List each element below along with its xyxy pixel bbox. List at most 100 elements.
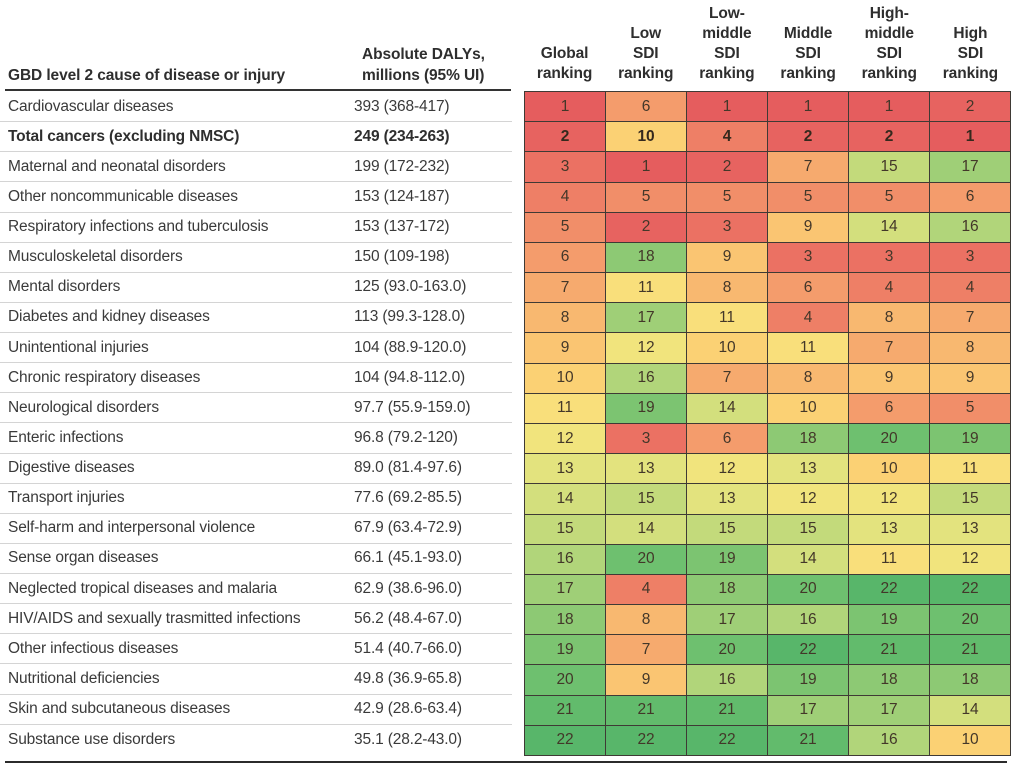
rank-cell-low-middle-sdi: 8 [687, 273, 767, 303]
rank-cell-low-sdi: 15 [606, 484, 686, 514]
rank-cell-high-middle-sdi: 18 [849, 665, 929, 695]
rank-cell-low-sdi: 2 [606, 212, 686, 242]
rank-cell-global: 10 [525, 363, 605, 393]
ranking-headers: Global ranking Low SDI ranking Low-middle SDI r… [524, 0, 1011, 87]
rank-cell-high-sdi: 10 [930, 725, 1010, 755]
rank-cell-low-middle-sdi: 4 [687, 122, 767, 152]
rank-cell-global: 5 [525, 212, 605, 242]
cause-cell: HIV/AIDS and sexually trasmitted infecti… [8, 609, 301, 627]
rank-cell-low-sdi: 1 [606, 152, 686, 182]
cause-cell: Cardiovascular diseases [8, 97, 174, 115]
rank-cell-low-sdi: 12 [606, 333, 686, 363]
rank-cell-global: 22 [525, 725, 605, 755]
cause-cell: Nutritional deficiencies [8, 669, 160, 687]
rank-cell-global: 1 [525, 92, 605, 122]
rank-cell-middle-sdi: 10 [768, 393, 848, 423]
rank-cell-low-sdi: 13 [606, 454, 686, 484]
rank-cell-high-sdi: 16 [930, 212, 1010, 242]
rank-cell-low-sdi: 8 [606, 605, 686, 635]
cause-cell: Respiratory infections and tuberculosis [8, 218, 269, 236]
cause-cell: Chronic respiratory diseases [8, 368, 201, 386]
cause-cell: Transport injuries [8, 489, 125, 507]
rank-cell-low-sdi: 6 [606, 92, 686, 122]
rank-cell-low-sdi: 21 [606, 695, 686, 725]
rank-cell-low-sdi: 11 [606, 273, 686, 303]
cause-cell: Unintentional injuries [8, 338, 149, 356]
rank-cell-high-sdi: 2 [930, 92, 1010, 122]
rank-cell-high-middle-sdi: 16 [849, 725, 929, 755]
rank-cell-global: 14 [525, 484, 605, 514]
rank-cell-global: 9 [525, 333, 605, 363]
column-header-high-sdi: High SDI ranking [942, 25, 999, 82]
rank-cell-low-middle-sdi: 11 [687, 303, 767, 333]
rank-cell-high-middle-sdi: 8 [849, 303, 929, 333]
column-header-cause: GBD level 2 cause of disease or injury [8, 67, 286, 84]
rank-cell-high-middle-sdi: 12 [849, 484, 929, 514]
rank-cell-high-middle-sdi: 15 [849, 152, 929, 182]
rank-cell-middle-sdi: 7 [768, 152, 848, 182]
rank-cell-low-sdi: 4 [606, 574, 686, 605]
rank-cell-high-middle-sdi: 6 [849, 393, 929, 423]
rank-cell-low-middle-sdi: 9 [687, 242, 767, 273]
bottom-rule [5, 761, 1007, 763]
rank-cell-low-sdi: 5 [606, 182, 686, 212]
column-header-low-sdi: Low SDI ranking [618, 25, 674, 82]
cause-cell: Neurological disorders [8, 398, 159, 416]
rank-cell-middle-sdi: 2 [768, 122, 848, 152]
table-row: Cardiovascular diseases 393 (368-417) [0, 92, 512, 123]
rank-cell-middle-sdi: 19 [768, 665, 848, 695]
table-row: Digestive diseases 89.0 (81.4-97.6) [0, 454, 512, 484]
rank-cell-middle-sdi: 8 [768, 363, 848, 393]
rank-cell-high-middle-sdi: 9 [849, 363, 929, 393]
rank-cell-middle-sdi: 15 [768, 514, 848, 544]
dalys-cell: 104 (88.9-120.0) [354, 338, 467, 356]
table-row: Neglected tropical diseases and malaria 6… [0, 574, 512, 605]
rank-cell-middle-sdi: 1 [768, 92, 848, 122]
rank-cell-low-sdi: 3 [606, 423, 686, 454]
cause-cell: Skin and subcutaneous diseases [8, 700, 231, 718]
rank-cell-middle-sdi: 6 [768, 273, 848, 303]
dalys-cell: 42.9 (28.6-63.4) [354, 700, 462, 718]
dalys-cell: 77.6 (69.2-85.5) [354, 489, 462, 507]
rank-cell-high-middle-sdi: 13 [849, 514, 929, 544]
rank-cell-low-sdi: 10 [606, 122, 686, 152]
cause-cell: Maternal and neonatal disorders [8, 157, 226, 175]
rank-cell-low-middle-sdi: 19 [687, 544, 767, 574]
column-header-dalys-line1: Absolute DALYs, [362, 46, 485, 63]
table-row: Other noncommunicable diseases 153 (124-1… [0, 182, 512, 213]
rank-cell-high-sdi: 8 [930, 333, 1010, 363]
rank-cell-high-middle-sdi: 11 [849, 544, 929, 574]
rank-cell-middle-sdi: 18 [768, 423, 848, 454]
dalys-cell: 153 (137-172) [354, 218, 450, 236]
column-header-global: Global ranking [536, 45, 593, 82]
rank-cell-low-middle-sdi: 15 [687, 514, 767, 544]
rank-cell-high-sdi: 12 [930, 544, 1010, 574]
rank-cell-high-sdi: 9 [930, 363, 1010, 393]
rank-cell-low-sdi: 18 [606, 242, 686, 273]
rank-cell-high-sdi: 6 [930, 182, 1010, 212]
rank-cell-low-middle-sdi: 13 [687, 484, 767, 514]
column-header-high-middle-sdi: High-middle SDI ranking [861, 5, 917, 82]
table-row: Mental disorders 125 (93.0-163.0) [0, 273, 512, 303]
rank-cell-high-sdi: 18 [930, 665, 1010, 695]
cause-cell: Self-harm and interpersonal violence [8, 519, 256, 537]
rank-cell-middle-sdi: 3 [768, 242, 848, 273]
rank-cell-middle-sdi: 12 [768, 484, 848, 514]
rank-cell-high-sdi: 21 [930, 635, 1010, 665]
table-row: Nutritional deficiencies 49.8 (36.9-65.8) [0, 664, 512, 695]
table-row: Maternal and neonatal disorders 199 (172-… [0, 152, 512, 183]
rank-cell-global: 21 [525, 695, 605, 725]
table-row: Total cancers (excluding NMSC) 249 (234-2… [0, 122, 512, 153]
rank-cell-high-middle-sdi: 14 [849, 212, 929, 242]
dalys-cell: 66.1 (45.1-93.0) [354, 549, 462, 567]
rank-cell-high-middle-sdi: 21 [849, 635, 929, 665]
ranking-heatmap: 1 6 1 1 1 2 2 10 4 2 2 1 3 1 2 7 15 17 4 5 5 5 5 6 5 2 3 9 14 16 6 18 9 3… [524, 91, 1011, 756]
dalys-cell: 113 (99.3-128.0) [354, 308, 466, 326]
rank-cell-high-sdi: 15 [930, 484, 1010, 514]
rank-cell-high-middle-sdi: 10 [849, 454, 929, 484]
cause-cell: Digestive diseases [8, 459, 135, 477]
column-header-low-middle-sdi: Low-middle SDI ranking [699, 5, 755, 82]
cause-cell: Enteric infections [8, 428, 124, 446]
rank-cell-low-sdi: 17 [606, 303, 686, 333]
